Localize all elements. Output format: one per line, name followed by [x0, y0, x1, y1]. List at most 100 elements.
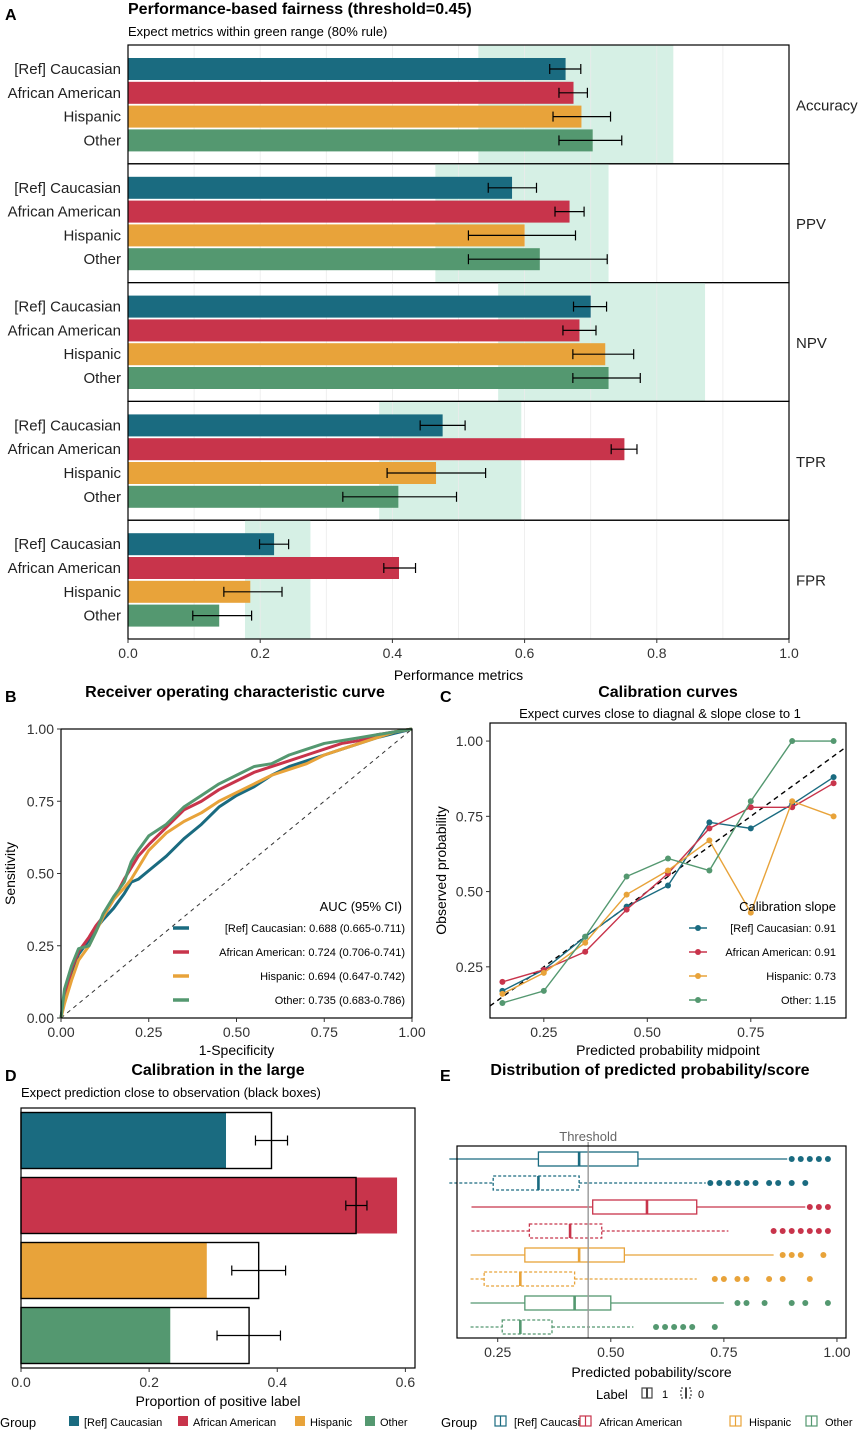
bar	[128, 557, 400, 579]
y-tick-label: 0.50	[27, 866, 54, 882]
group-tick-label: Other	[83, 132, 121, 149]
panel-label: A	[5, 7, 17, 24]
calibration-point	[789, 738, 796, 745]
bar	[128, 604, 220, 627]
calibration-point	[623, 873, 630, 880]
legend-title: Group	[0, 1415, 36, 1430]
panel-title: Performance-based fairness (threshold=0.…	[128, 1, 472, 18]
legend-label: Hispanic: 0.694 (0.647-0.742)	[260, 971, 405, 983]
outlier-point	[815, 1204, 822, 1210]
calibration-point	[747, 909, 754, 916]
x-axis-label: Proportion of positive label	[136, 1393, 301, 1409]
calibration-point	[623, 906, 630, 913]
bar	[128, 105, 582, 128]
calibration-point	[830, 738, 837, 745]
panel-subtitle: Expect prediction close to observation (…	[21, 1085, 321, 1100]
observed-bar	[21, 1177, 398, 1234]
outlier-point	[653, 1324, 660, 1330]
calibration-point	[665, 855, 671, 862]
group-tick-label: [Ref] Caucasian	[14, 417, 121, 434]
x-axis-label: Predicted probability midpoint	[576, 1042, 760, 1058]
legend-label: African American	[599, 1417, 682, 1429]
outlier-point	[779, 1252, 786, 1258]
group-tick-label: Hispanic	[63, 465, 121, 482]
calibration-point	[582, 933, 589, 940]
panel-d-calibration-large: D Calibration in the large Expect predicti…	[5, 1062, 416, 1409]
panel-a-fairness-bars: A Performance-based fairness (threshold=0…	[5, 1, 858, 683]
group-tick-label: Hispanic	[63, 109, 121, 126]
outlier-point	[743, 1276, 750, 1282]
bar	[128, 129, 593, 152]
x-tick-label: 0.25	[135, 1024, 162, 1040]
outlier-point	[766, 1180, 773, 1186]
legend-label: [Ref] Caucasian	[514, 1417, 592, 1429]
panel-label: B	[5, 689, 17, 706]
box	[592, 1199, 698, 1215]
observed-bar	[21, 1112, 227, 1169]
group-tick-label: Hispanic	[63, 584, 121, 601]
outlier-point	[802, 1180, 809, 1186]
outlier-point	[779, 1228, 786, 1234]
outlier-point	[716, 1180, 723, 1186]
group-tick-label: Other	[83, 370, 121, 387]
facet-strip-label: NPV	[796, 335, 827, 352]
calibration-point	[747, 804, 754, 811]
outlier-point	[797, 1252, 804, 1258]
outlier-point	[820, 1252, 827, 1258]
outlier-point	[743, 1300, 750, 1306]
y-tick-label: 1.00	[27, 721, 54, 737]
legend-label: Other: 0.735 (0.683-0.786)	[275, 995, 405, 1007]
label-legend-item: 0	[698, 1389, 704, 1401]
bar	[128, 462, 437, 484]
calibration-point	[830, 780, 837, 787]
x-tick-label: 0.75	[710, 1344, 737, 1360]
calibration-point	[623, 891, 630, 898]
reference-diagonal	[60, 728, 413, 1019]
plot-border	[20, 1107, 416, 1369]
calibration-point	[665, 882, 671, 889]
x-tick-label: 0.2	[250, 645, 270, 661]
y-axis-label: Sensitivity	[2, 842, 18, 905]
panel-title: Calibration in the large	[131, 1062, 304, 1079]
roc-curve	[59, 727, 413, 1019]
outlier-point	[707, 1180, 714, 1186]
legend-key-point	[695, 997, 701, 1003]
calibration-point	[706, 837, 713, 844]
facet-strip-label: Accuracy	[796, 97, 858, 114]
group-tick-label: African American	[8, 441, 121, 458]
x-axis-label: Performance metrics	[394, 667, 523, 683]
bar	[128, 295, 591, 318]
calibration-point	[499, 978, 506, 985]
panel-b-roc-curves: B Receiver operating characteristic curve…	[2, 684, 426, 1058]
legend-label: African American: 0.91	[725, 947, 836, 959]
outlier-point	[806, 1204, 813, 1210]
facet-strip-label: PPV	[796, 216, 826, 233]
group-tick-label: Hispanic	[63, 346, 121, 363]
calibration-point	[706, 825, 713, 832]
outlier-point	[720, 1276, 727, 1282]
bar	[128, 438, 625, 461]
y-axis-label: Observed probability	[433, 806, 449, 934]
box	[492, 1175, 580, 1191]
outlier-point	[815, 1156, 822, 1162]
y-tick-label: 0.75	[456, 808, 483, 824]
legend-title: AUC (95% CI)	[320, 899, 402, 914]
legend-label: [Ref] Caucasian: 0.688 (0.665-0.711)	[225, 923, 405, 935]
panel-label: C	[440, 689, 452, 706]
bar	[128, 224, 525, 247]
legend-key	[365, 1416, 375, 1426]
x-tick-label: 0.50	[597, 1344, 624, 1360]
bar	[128, 414, 443, 437]
outlier-point	[824, 1228, 831, 1234]
group-tick-label: African American	[8, 85, 121, 102]
panel-e-score-distribution: E Distribution of predicted probability/s…	[440, 1062, 851, 1402]
outlier-point	[734, 1300, 741, 1306]
label-legend-item: 1	[662, 1389, 668, 1401]
group-tick-label: [Ref] Caucasian	[14, 61, 121, 78]
legend-label: Hispanic	[749, 1417, 792, 1429]
outlier-point	[797, 1156, 804, 1162]
panel-label: D	[5, 1068, 17, 1085]
x-tick-label: 0.0	[118, 645, 138, 661]
calibration-point	[540, 987, 547, 994]
